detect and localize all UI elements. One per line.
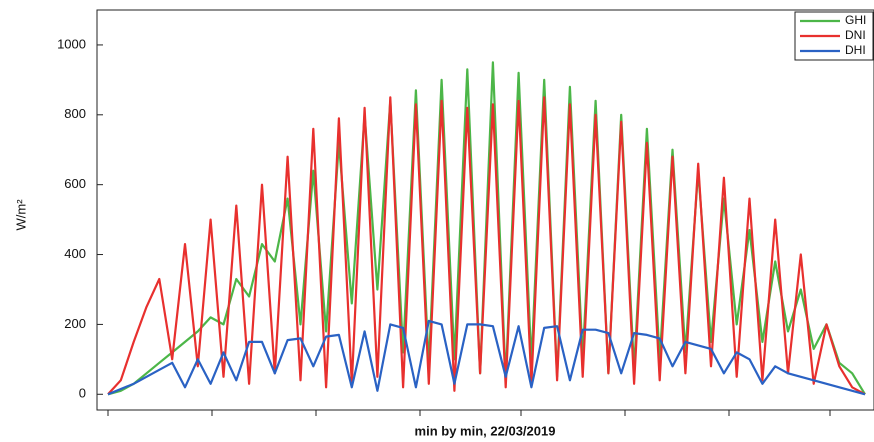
legend-label: DNI [845, 28, 866, 42]
y-tick-label: 800 [64, 106, 86, 121]
y-axis-title: W/m² [13, 199, 28, 231]
legend-label: DHI [845, 43, 866, 57]
y-tick-label: 1000 [57, 36, 86, 51]
plot-frame [96, 9, 874, 411]
x-minor-ticks [107, 410, 831, 416]
y-tick-label: 0 [79, 386, 86, 401]
series-line [107, 319, 866, 396]
y-tick-label: 600 [64, 176, 86, 191]
legend-label: GHI [845, 13, 866, 27]
y-tick-label: 400 [64, 246, 86, 261]
series-line [107, 96, 866, 396]
x-axis-title: min by min, 22/03/2019 [415, 423, 556, 438]
y-tick-label: 200 [64, 316, 86, 331]
